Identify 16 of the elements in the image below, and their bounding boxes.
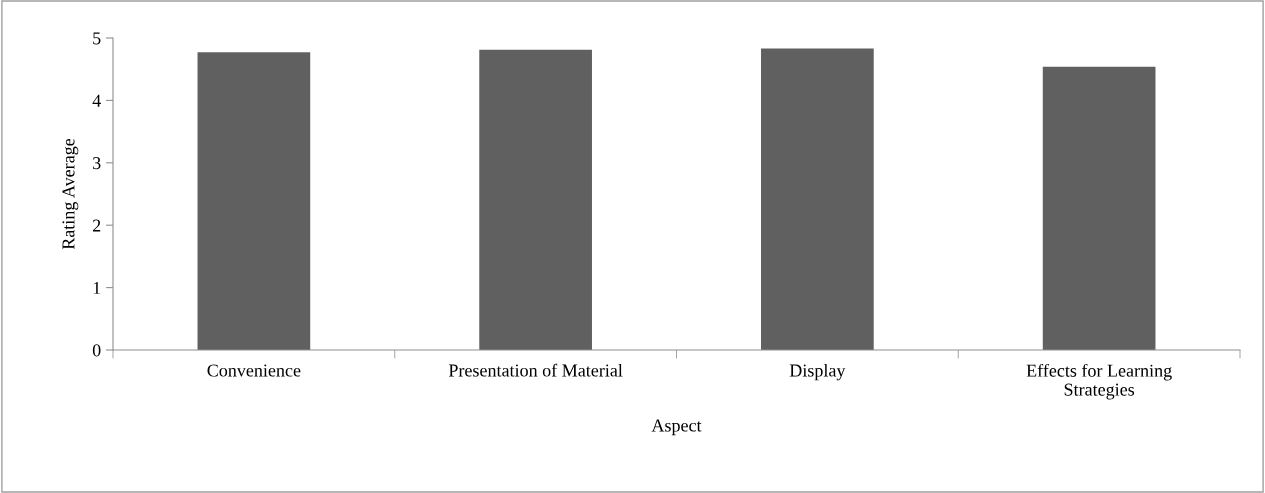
- bar: [479, 49, 592, 350]
- x-tick-label: Effects for Learning Strategies: [1026, 363, 1172, 400]
- y-tick-label: 4: [92, 94, 101, 107]
- bar: [761, 48, 874, 350]
- x-tick-label: Convenience: [207, 364, 301, 377]
- y-tick-label: 0: [92, 344, 101, 357]
- bar: [197, 52, 311, 350]
- y-tick-label: 2: [92, 219, 101, 232]
- y-axis-title: Rating Average: [62, 138, 79, 250]
- bar: [1042, 66, 1156, 350]
- y-tick-label: 5: [93, 32, 101, 45]
- y-tick-label: 3: [93, 157, 101, 170]
- x-tick-label: Presentation of Material: [448, 363, 623, 377]
- y-tick-label: 1: [93, 281, 101, 294]
- x-axis-title: Aspect: [651, 419, 702, 436]
- x-tick-label: Display: [789, 363, 846, 381]
